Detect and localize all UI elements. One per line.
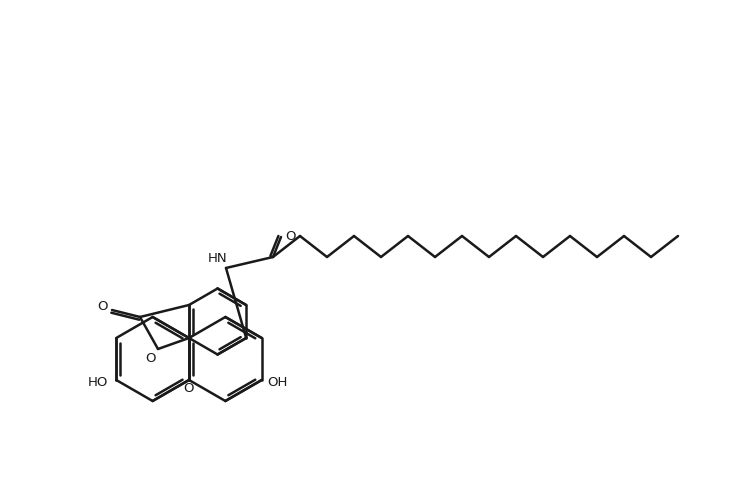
Text: O: O	[145, 351, 157, 364]
Text: HO: HO	[88, 376, 108, 389]
Text: O: O	[96, 300, 108, 313]
Text: O: O	[286, 229, 296, 242]
Text: OH: OH	[268, 376, 288, 389]
Text: O: O	[184, 383, 194, 396]
Text: HN: HN	[209, 253, 228, 266]
